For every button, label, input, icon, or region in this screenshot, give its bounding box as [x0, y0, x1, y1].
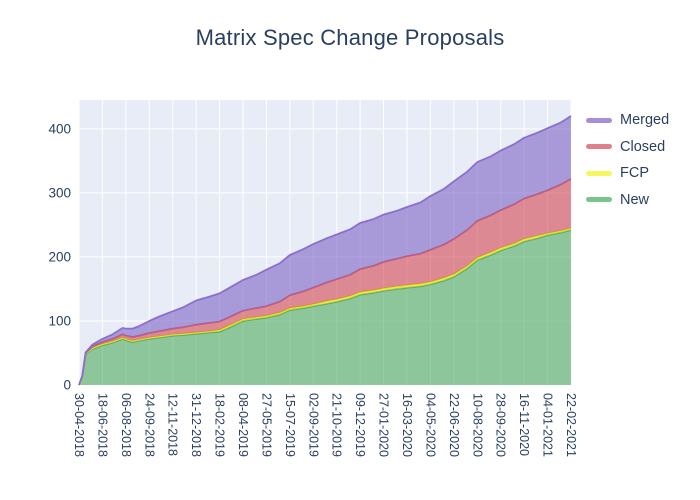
area-merged[interactable] [79, 116, 571, 385]
x-tick-label: 02-09-2019 [306, 393, 320, 457]
x-tick-label: 10-08-2020 [470, 393, 484, 457]
legend-swatch-icon [586, 117, 612, 123]
x-tick-label: 27-05-2019 [259, 393, 273, 457]
area-new[interactable] [79, 230, 571, 385]
x-tick-label: 22-06-2020 [447, 393, 461, 457]
x-tick-label: 04-01-2021 [541, 393, 555, 457]
legend-swatch-icon [586, 170, 612, 176]
y-tick-label: 100 [48, 313, 71, 328]
y-tick-label: 200 [48, 249, 71, 264]
legend-label: Closed [620, 138, 666, 155]
legend-swatch-icon [586, 197, 612, 203]
x-tick-label: 22-02-2021 [564, 393, 578, 457]
legend-item-closed[interactable]: Closed [586, 134, 669, 161]
x-tick-label: 24-09-2018 [142, 393, 156, 457]
legend-item-new[interactable]: New [586, 187, 669, 214]
x-tick-label: 27-01-2020 [377, 393, 391, 457]
x-tick-label: 09-12-2019 [353, 393, 367, 457]
legend: Merged Closed FCP New [586, 107, 669, 213]
x-tick-label: 28-09-2020 [494, 393, 508, 457]
legend-item-merged[interactable]: Merged [586, 107, 669, 134]
legend-swatch-icon [586, 144, 612, 150]
line-merged [78, 115, 572, 386]
x-tick-label: 31-12-2018 [189, 393, 203, 457]
x-tick-label: 08-04-2019 [236, 393, 250, 457]
x-tick-label: 30-04-2018 [72, 393, 86, 457]
x-tick-label: 18-06-2018 [95, 393, 109, 457]
legend-label: Merged [620, 112, 670, 129]
y-tick-label: 0 [63, 378, 71, 393]
x-tick-label: 16-11-2020 [517, 393, 531, 456]
legend-label: FCP [620, 165, 649, 182]
chart-title: Matrix Spec Change Proposals [195, 25, 505, 50]
y-tick-label: 400 [48, 121, 71, 136]
y-tick-label: 300 [48, 185, 71, 200]
x-tick-label: 15-07-2019 [283, 393, 297, 457]
x-tick-label: 18-02-2019 [213, 393, 227, 457]
x-tick-label: 12-11-2018 [166, 393, 180, 456]
x-tick-label: 21-10-2019 [330, 393, 344, 457]
x-tick-label: 04-05-2020 [423, 393, 437, 457]
legend-item-fcp[interactable]: FCP [586, 160, 669, 187]
legend-label: New [620, 191, 650, 208]
x-tick-label: 06-08-2018 [119, 393, 133, 457]
x-tick-label: 16-03-2020 [400, 393, 414, 457]
